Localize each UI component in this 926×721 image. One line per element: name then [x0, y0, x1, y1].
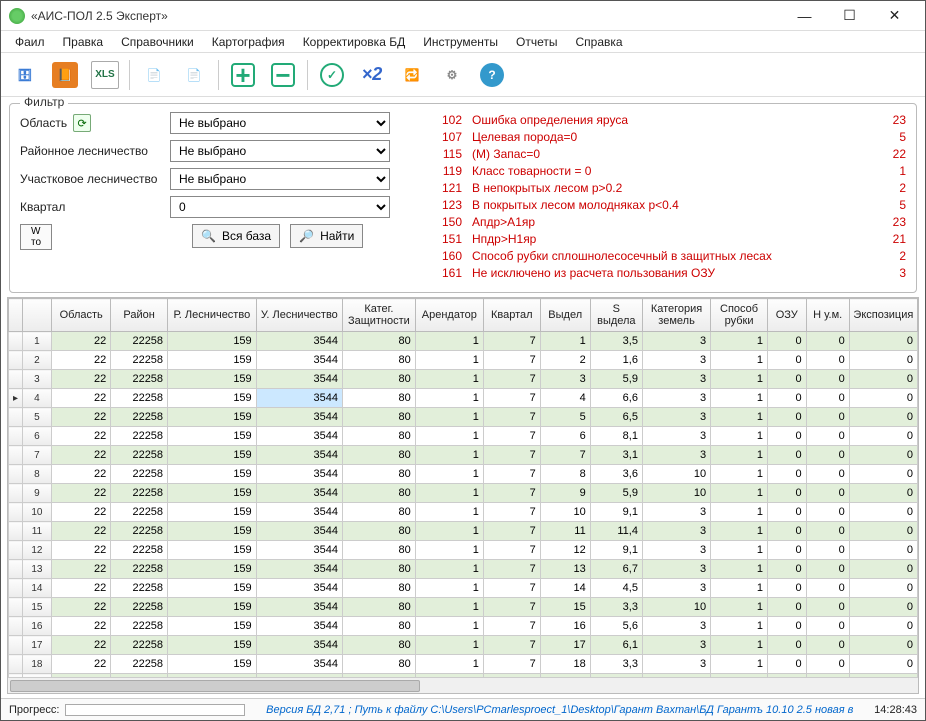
oblast-select[interactable]: Не выбрано: [170, 112, 390, 134]
table-row[interactable]: 622222581593544801768,131000: [9, 427, 918, 446]
col-header[interactable]: Район: [111, 299, 168, 332]
filter-group: Фильтр Область ⟳ Не выбрано Районное лес…: [9, 103, 917, 293]
error-row[interactable]: 121В непокрытых лесом p>0.22: [430, 180, 906, 197]
menu-Корректировка БД[interactable]: Корректировка БД: [295, 33, 414, 51]
rayon-label: Районное лесничество: [20, 144, 170, 158]
table-row[interactable]: 522222581593544801756,531000: [9, 408, 918, 427]
check-icon[interactable]: ✓: [314, 57, 350, 93]
all-base-button[interactable]: 🔍Вся база: [192, 224, 280, 248]
error-row[interactable]: 119Класс товарности = 01: [430, 163, 906, 180]
col-header[interactable]: Р. Лесничество: [168, 299, 257, 332]
status-bar: Прогресс: Версия БД 2,71 ; Путь к файлу …: [1, 698, 925, 720]
table-row[interactable]: 922222581593544801795,9101000: [9, 484, 918, 503]
oblast-refresh-icon[interactable]: ⟳: [73, 114, 91, 132]
table-row[interactable]: 17222225815935448017176,131000: [9, 636, 918, 655]
error-list: 102Ошибка определения яруса23107Целевая …: [430, 112, 906, 282]
table-row[interactable]: 822222581593544801783,6101000: [9, 465, 918, 484]
close-button[interactable]: ✕: [872, 2, 917, 30]
find-button[interactable]: 🔎Найти: [290, 224, 363, 248]
app-icon: [9, 8, 25, 24]
menu-bar: ФаилПравкаСправочникиКартографияКорректи…: [1, 31, 925, 53]
table-row[interactable]: 122222581593544801713,531000: [9, 332, 918, 351]
table-row[interactable]: 16222225815935448017165,631000: [9, 617, 918, 636]
kvartal-select[interactable]: 0: [170, 196, 390, 218]
col-header[interactable]: Н у.м.: [806, 299, 849, 332]
rayon-select[interactable]: Не выбрано: [170, 140, 390, 162]
col-header[interactable]: Квартал: [483, 299, 540, 332]
table-row[interactable]: 15222225815935448017153,3101000: [9, 598, 918, 617]
plus-icon[interactable]: +: [225, 57, 261, 93]
uchast-label: Участковое лесничество: [20, 172, 170, 186]
window-title: «АИС-ПОЛ 2.5 Эксперт»: [31, 9, 782, 23]
menu-Справочники[interactable]: Справочники: [113, 33, 202, 51]
col-header[interactable]: Арендатор: [415, 299, 483, 332]
table-row[interactable]: ▸422222581593544801746,631000: [9, 389, 918, 408]
menu-Картография[interactable]: Картография: [204, 33, 293, 51]
filter-legend: Фильтр: [20, 97, 68, 109]
col-header[interactable]: Катег. Защитности: [343, 299, 416, 332]
table-row[interactable]: 14222225815935448017144,531000: [9, 579, 918, 598]
help-icon[interactable]: ?: [474, 57, 510, 93]
table-row[interactable]: 13222225815935448017136,731000: [9, 560, 918, 579]
table-row[interactable]: 722222581593544801773,131000: [9, 446, 918, 465]
uchast-select[interactable]: Не выбрано: [170, 168, 390, 190]
oblast-label: Область: [20, 116, 67, 130]
col-header[interactable]: Область: [52, 299, 111, 332]
status-path: Версия БД 2,71 ; Путь к файлу C:\Users\P…: [245, 704, 874, 716]
menu-Правка[interactable]: Правка: [55, 33, 112, 51]
excel-icon[interactable]: XLS: [87, 57, 123, 93]
x2-icon[interactable]: ×2: [354, 57, 390, 93]
word-export-icon[interactable]: Wто: [20, 224, 52, 250]
error-row[interactable]: 150Апдр>А1яр23: [430, 214, 906, 231]
toolbar: 🗄 📙 XLS 📄 📄 + − ✓ ×2 🔁 ⚙ ?: [1, 53, 925, 97]
col-header[interactable]: Категория земель: [642, 299, 710, 332]
menu-Инструменты[interactable]: Инструменты: [415, 33, 506, 51]
db-icon[interactable]: 🗄: [7, 57, 43, 93]
error-row[interactable]: 161Не исключено из расчета пользования О…: [430, 265, 906, 282]
search-icon: 🔎: [299, 229, 314, 243]
doc-settings-icon[interactable]: 📄: [176, 57, 212, 93]
col-header[interactable]: Выдел: [540, 299, 590, 332]
table-row[interactable]: 112222258159354480171111,431000: [9, 522, 918, 541]
table-row[interactable]: 322222581593544801735,931000: [9, 370, 918, 389]
data-grid[interactable]: ОбластьРайонР. ЛесничествоУ. Лесничество…: [7, 297, 919, 694]
binoculars-icon: 🔍: [201, 229, 216, 243]
minus-icon[interactable]: −: [265, 57, 301, 93]
table-row[interactable]: 12222225815935448017129,131000: [9, 541, 918, 560]
progress-label: Прогресс:: [9, 704, 59, 716]
error-row[interactable]: 115(М) Запас=022: [430, 146, 906, 163]
table-row[interactable]: 222222581593544801721,631000: [9, 351, 918, 370]
status-time: 14:28:43: [874, 704, 917, 716]
book-icon[interactable]: 📙: [47, 57, 83, 93]
error-row[interactable]: 123В покрытых лесом молодняках p<0.45: [430, 197, 906, 214]
col-header[interactable]: Способ рубки: [711, 299, 768, 332]
error-row[interactable]: 160Способ рубки сплошнолесосечный в защи…: [430, 248, 906, 265]
gear-icon[interactable]: ⚙: [434, 57, 470, 93]
menu-Фаил[interactable]: Фаил: [7, 33, 53, 51]
progress-bar: [65, 704, 245, 716]
error-row[interactable]: 151Нпдр>Н1яр21: [430, 231, 906, 248]
doc-export-icon[interactable]: 📄: [136, 57, 172, 93]
table-refresh-icon[interactable]: 🔁: [394, 57, 430, 93]
col-header[interactable]: ОЗУ: [767, 299, 806, 332]
horizontal-scrollbar[interactable]: [8, 677, 918, 693]
menu-Справка[interactable]: Справка: [568, 33, 631, 51]
maximize-button[interactable]: ☐: [827, 2, 872, 30]
col-header[interactable]: Экспозиция: [849, 299, 917, 332]
table-row[interactable]: 10222225815935448017109,131000: [9, 503, 918, 522]
table-row[interactable]: 18222225815935448017183,331000: [9, 655, 918, 674]
menu-Отчеты[interactable]: Отчеты: [508, 33, 565, 51]
col-header[interactable]: У. Лесничество: [256, 299, 342, 332]
error-row[interactable]: 107Целевая порода=05: [430, 129, 906, 146]
col-header[interactable]: S выдела: [590, 299, 642, 332]
title-bar: «АИС-ПОЛ 2.5 Эксперт» — ☐ ✕: [1, 1, 925, 31]
error-row[interactable]: 102Ошибка определения яруса23: [430, 112, 906, 129]
minimize-button[interactable]: —: [782, 2, 827, 30]
kvartal-label: Квартал: [20, 200, 170, 214]
